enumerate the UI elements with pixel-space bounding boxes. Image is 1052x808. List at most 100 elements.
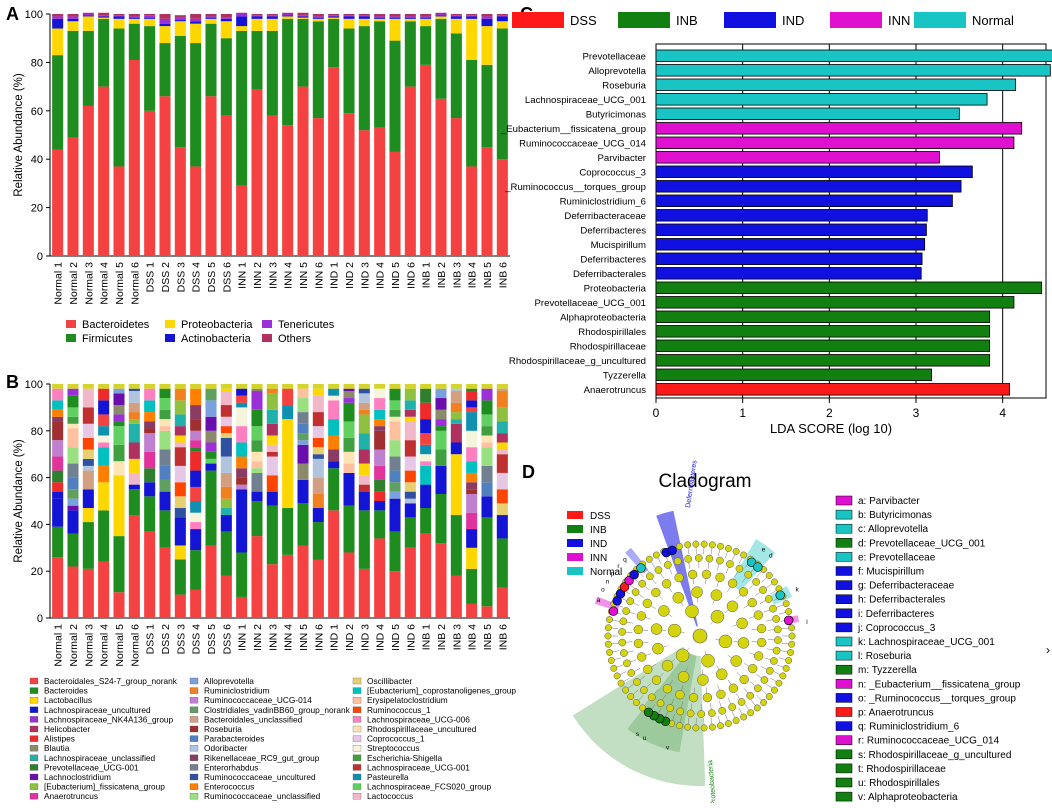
bar-segment-genus bbox=[98, 443, 109, 448]
bar-segment-proteobacteria bbox=[52, 29, 63, 56]
bar-segment-genus bbox=[466, 400, 477, 407]
tree-node bbox=[639, 580, 646, 587]
bar-segment-genus bbox=[466, 431, 477, 447]
bar-segment-genus bbox=[159, 492, 170, 511]
bar-segment-tenericutes bbox=[282, 14, 293, 15]
bar-segment-others bbox=[405, 14, 416, 16]
legend-swatch bbox=[30, 793, 38, 799]
tree-node bbox=[648, 694, 655, 701]
tree-node bbox=[747, 710, 753, 716]
taxa-legend-label: k: Lachnospiraceae_UCG_001 bbox=[858, 637, 995, 648]
legend-swatch-ind bbox=[724, 12, 776, 28]
lda-bar bbox=[656, 123, 1022, 135]
bar-segment-others bbox=[374, 14, 385, 16]
tree-node bbox=[657, 700, 664, 707]
legend-label: Lachnoclostridium bbox=[44, 772, 111, 782]
bar-segment-bacteroides bbox=[420, 508, 431, 534]
bar-segment-genus bbox=[481, 435, 492, 442]
lda-bar bbox=[656, 94, 987, 106]
taxa-legend-swatch bbox=[836, 778, 852, 787]
legend-swatch bbox=[353, 774, 361, 780]
bar-segment-genus bbox=[497, 503, 508, 515]
tree-node bbox=[697, 674, 708, 685]
bar-segment-bacteroidetes bbox=[466, 166, 477, 256]
bar-segment-genus bbox=[175, 435, 186, 442]
tree-node bbox=[754, 705, 760, 711]
tree-node bbox=[664, 561, 671, 568]
bar-segment-genus bbox=[129, 403, 140, 412]
lda-bar bbox=[656, 195, 952, 207]
legend-label: [Eubacterium]_coprostanoligenes_group bbox=[367, 686, 516, 696]
bar-segment-genus bbox=[221, 438, 232, 457]
bar-segment-genus bbox=[389, 410, 400, 417]
bar-segment-genus bbox=[236, 407, 247, 426]
bar-segment-genus bbox=[236, 478, 247, 485]
bar-segment-others bbox=[267, 384, 278, 389]
bar-segment-genus bbox=[359, 485, 370, 492]
bar-segment-actinobacteria bbox=[435, 15, 446, 16]
bar-segment-genus bbox=[175, 447, 186, 466]
x-tick-label: Normal 3 bbox=[83, 624, 95, 667]
lda-bar bbox=[656, 50, 1052, 62]
bar-segment-genus bbox=[405, 440, 416, 456]
enriched-node bbox=[644, 708, 653, 717]
bar-segment-tenericutes bbox=[113, 15, 124, 16]
bar-segment-others bbox=[190, 384, 201, 389]
bar-segment-genus bbox=[175, 517, 186, 545]
bar-segment-genus bbox=[481, 482, 492, 496]
legend-swatch bbox=[30, 697, 38, 703]
x-tick-label: INB 6 bbox=[497, 262, 509, 288]
bar-segment-proteobacteria bbox=[159, 26, 170, 43]
bar-segment-actinobacteria bbox=[113, 16, 124, 18]
bar-segment-genus bbox=[221, 487, 232, 499]
tree-node bbox=[606, 649, 612, 655]
bar-segment-genus bbox=[359, 389, 370, 394]
bar-segment-genus bbox=[67, 510, 78, 533]
tree-node bbox=[765, 595, 772, 602]
tree-node bbox=[637, 612, 646, 621]
y-tick-label: 100 bbox=[25, 379, 43, 391]
x-tick-label: IND 2 bbox=[344, 624, 356, 651]
bar-segment-genus bbox=[98, 482, 109, 510]
bar-segment-bacteroides bbox=[481, 517, 492, 606]
tree-node bbox=[619, 628, 626, 635]
bar-segment-genus bbox=[497, 407, 508, 421]
legend-swatch bbox=[30, 716, 38, 722]
bar-segment-genus bbox=[144, 433, 155, 452]
bar-segment-genus bbox=[359, 433, 370, 449]
x-tick-label: 1 bbox=[739, 406, 746, 420]
lda-bar-label: Ruminiclostridium_6 bbox=[560, 197, 646, 208]
lda-bar-label: Prevotellaceae_UCG_001 bbox=[535, 298, 646, 309]
tree-node bbox=[766, 572, 772, 578]
bar-segment-bacteroidetes bbox=[221, 116, 232, 256]
bar-segment-genus bbox=[405, 421, 416, 440]
bar-segment-others bbox=[451, 384, 462, 389]
taxa-legend-swatch bbox=[836, 736, 852, 745]
bar-segment-genus bbox=[374, 480, 385, 492]
bar-segment-proteobacteria bbox=[435, 16, 446, 18]
bar-segment-genus bbox=[236, 443, 247, 457]
bar-segment-genus bbox=[481, 389, 492, 401]
bar-segment-proteobacteria bbox=[389, 19, 400, 41]
taxa-legend-swatch bbox=[836, 693, 852, 702]
bar-segment-bacteroidales-s24-7 bbox=[313, 560, 324, 619]
bar-segment-genus bbox=[481, 466, 492, 482]
bar-segment-others bbox=[481, 384, 492, 389]
bar-segment-genus bbox=[175, 482, 186, 496]
bar-segment-genus bbox=[343, 403, 354, 422]
bar-segment-genus bbox=[83, 450, 94, 459]
bar-segment-bacteroidetes bbox=[313, 118, 324, 256]
x-tick-label: Normal 5 bbox=[114, 262, 126, 305]
taxa-legend-label: o: _Ruminococcus__torques_group bbox=[858, 693, 1016, 704]
bar-segment-genus bbox=[374, 389, 385, 398]
node-letter-label: u bbox=[643, 735, 647, 742]
bar-segment-others bbox=[175, 15, 186, 17]
x-tick-label: IND 4 bbox=[375, 262, 387, 289]
bar-segment-genus bbox=[98, 389, 109, 401]
tree-node bbox=[729, 703, 736, 710]
bar-segment-genus bbox=[129, 391, 140, 403]
bar-segment-genus bbox=[236, 403, 247, 408]
tree-node bbox=[754, 685, 761, 692]
bar-segment-bacteroidales-s24-7 bbox=[175, 595, 186, 618]
